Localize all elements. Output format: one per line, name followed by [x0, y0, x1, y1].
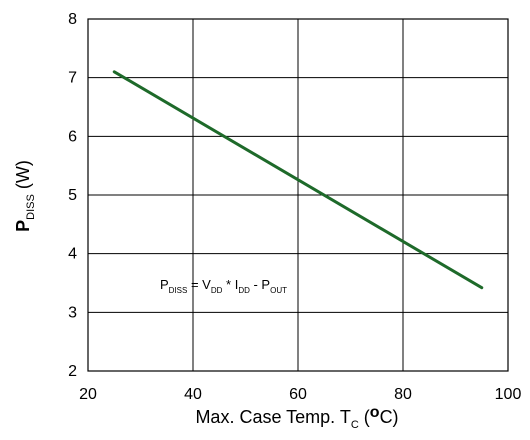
series-layer — [112, 70, 484, 290]
x-tick-label: 60 — [289, 386, 307, 403]
y-tick-labels: 2 3 4 5 6 7 8 — [68, 11, 77, 380]
y-tick-label: 5 — [68, 187, 77, 204]
x-tick-label: 20 — [79, 386, 97, 403]
y-tick-label: 3 — [68, 304, 77, 321]
y-tick-label: 6 — [68, 128, 77, 145]
y-tick-label: 8 — [68, 11, 77, 28]
grid — [87, 18, 509, 372]
y-tick-label: 4 — [68, 246, 77, 263]
x-axis-label: Max. Case Temp. TC (oC) — [195, 404, 398, 431]
y-tick-label: 7 — [68, 70, 77, 87]
series-line — [112, 70, 484, 290]
y-axis-label: PDISS (W) — [13, 160, 37, 232]
x-tick-labels: 20 40 60 80 100 — [79, 386, 521, 403]
x-tick-label: 100 — [495, 386, 522, 403]
x-tick-label: 80 — [394, 386, 412, 403]
annotation-formula: PDISS = VDD * IDD - POUT — [160, 277, 287, 295]
y-tick-label: 2 — [68, 363, 77, 380]
plot-frame — [87, 18, 509, 372]
x-tick-label: 40 — [184, 386, 202, 403]
